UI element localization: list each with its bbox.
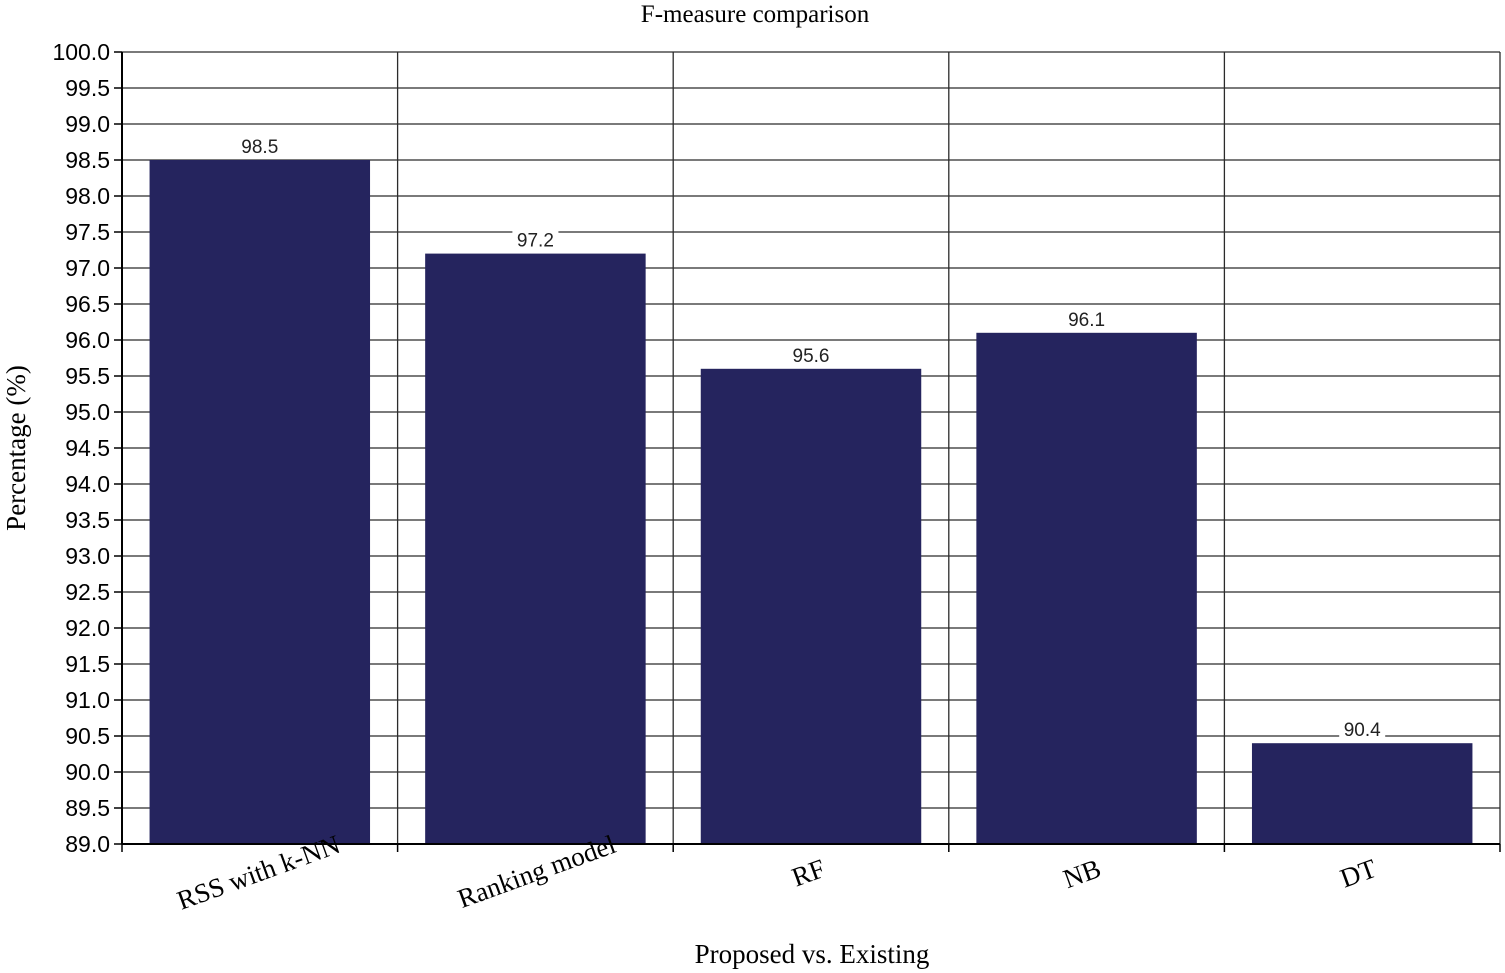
data-label-bg [512, 227, 559, 252]
data-label: 97.2 [517, 231, 554, 252]
y-tick-label: 92.0 [65, 615, 110, 641]
data-label: 96.1 [1068, 310, 1105, 331]
bar [149, 160, 371, 844]
y-tick-label: 96.5 [65, 291, 110, 317]
data-label-bg [1339, 717, 1386, 742]
y-tick-label: 91.5 [65, 651, 110, 677]
bar [700, 368, 922, 844]
data-label-bg [1063, 306, 1110, 331]
y-tick-label: 99.5 [65, 75, 110, 101]
y-tick-label: 99.0 [65, 111, 110, 137]
y-tick-label: 89.5 [65, 795, 110, 821]
data-label-bg [788, 342, 834, 367]
y-tick-label: 92.5 [65, 579, 110, 605]
y-tick-label: 91.0 [65, 687, 110, 713]
y-tick-label: 90.0 [65, 759, 110, 785]
y-tick-label: 93.5 [65, 507, 110, 533]
x-axis-label: Proposed vs. Existing [695, 939, 930, 969]
category-label: RF [788, 853, 829, 892]
axes: 89.0 89.5 90.0 90.5 91.0 91.5 92.0 92.5 93.0 93.5… [52, 39, 1501, 916]
y-tick-label: 98.5 [65, 147, 110, 173]
data-label-bg [236, 134, 283, 158]
y-axis-label: Percentage (%) [1, 365, 31, 531]
y-tick-label: 97.0 [65, 255, 110, 281]
data-label: 95.6 [793, 346, 830, 367]
bar [976, 332, 1197, 844]
data-label: 98.5 [241, 137, 278, 158]
y-tick-label: 98.0 [65, 183, 110, 209]
y-tick-label: 94.0 [65, 471, 110, 497]
y-tick-label: 94.5 [65, 435, 110, 461]
y-tick-label: 100.0 [52, 39, 110, 65]
bar [1251, 743, 1473, 844]
y-tick-label: 96.0 [65, 327, 110, 353]
category-label: DT [1336, 853, 1381, 894]
data-label: 90.4 [1344, 720, 1381, 741]
y-tick-label: 95.0 [65, 399, 110, 425]
y-tick-label: 95.5 [65, 363, 110, 389]
y-tick-label: 93.0 [65, 543, 110, 569]
y-tick-label: 89.0 [65, 831, 110, 857]
y-tick-label: 97.5 [65, 219, 110, 245]
bars: 98.5 97.2 95.6 96.1 90.4 [149, 134, 1473, 845]
y-tick-label: 90.5 [65, 723, 110, 749]
category-label: NB [1059, 853, 1105, 894]
chart-title: F-measure comparison [641, 1, 870, 28]
bar [425, 253, 646, 845]
